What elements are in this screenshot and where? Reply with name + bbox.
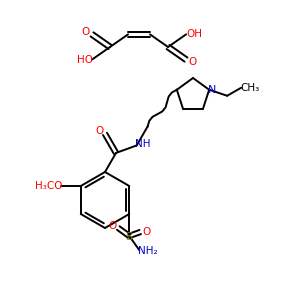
- Text: O: O: [108, 221, 116, 231]
- Text: HO: HO: [77, 55, 93, 64]
- Text: H₃CO: H₃CO: [35, 181, 62, 191]
- Text: S: S: [126, 232, 133, 242]
- Text: CH₃: CH₃: [241, 83, 260, 93]
- Text: OH: OH: [186, 29, 202, 39]
- Text: NH: NH: [135, 140, 150, 149]
- Text: O: O: [96, 126, 104, 136]
- Text: O: O: [82, 27, 90, 38]
- Text: O: O: [188, 57, 196, 67]
- Text: NH₂: NH₂: [138, 246, 158, 256]
- Text: O: O: [142, 227, 150, 237]
- Text: N: N: [208, 85, 216, 95]
